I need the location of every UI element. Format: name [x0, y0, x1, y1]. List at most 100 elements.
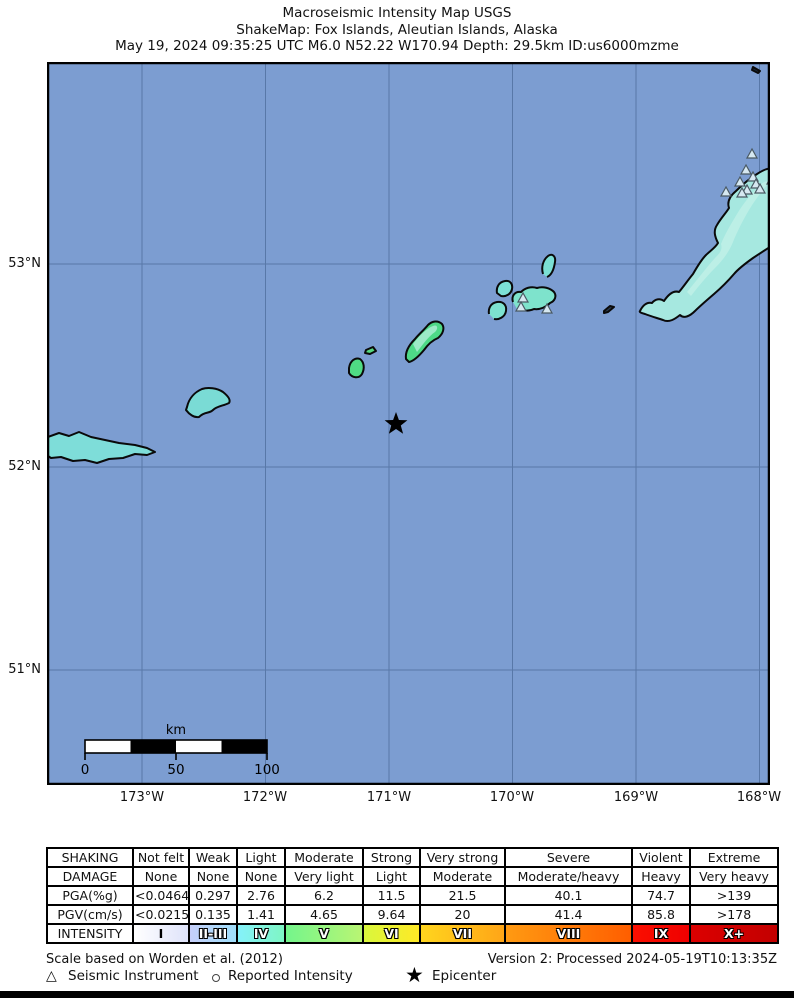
lon-label-170w: 170°W	[489, 790, 535, 805]
table-cell: 2.76	[236, 885, 286, 906]
table-cell: 11.5	[362, 885, 421, 906]
seismic-instrument-icon	[733, 175, 747, 187]
row-label: INTENSITY	[46, 923, 134, 944]
island	[185, 387, 231, 419]
map-frame	[46, 61, 771, 786]
table-cell: None	[188, 866, 238, 887]
map-title-block: Macroseismic Intensity Map USGS ShakeMap…	[0, 5, 794, 55]
intensity-cell: I	[132, 923, 190, 944]
intensity-legend-table: SHAKING Not felt Weak Light Moderate Str…	[46, 847, 779, 944]
event-summary: May 19, 2024 09:35:25 UTC M6.0 N52.22 W1…	[115, 38, 679, 54]
lon-label-172w: 172°W	[242, 790, 288, 805]
table-cell: Light	[362, 866, 421, 887]
intensity-cell: V	[284, 923, 364, 944]
table-cell: Very heavy	[689, 866, 779, 887]
lon-label-168w: 168°W	[736, 790, 782, 805]
seismic-instrument-icon	[514, 300, 528, 312]
table-cell: Moderate/heavy	[504, 866, 633, 887]
table-cell: Extreme	[689, 847, 779, 868]
island	[541, 253, 557, 278]
legend-label-epicenter: Epicenter	[432, 968, 497, 984]
table-cell: >178	[689, 904, 779, 925]
island	[751, 66, 761, 74]
table-cell: >139	[689, 885, 779, 906]
island	[603, 305, 615, 314]
version-note: Version 2: Processed 2024-05-19T10:13:35…	[487, 952, 777, 967]
intensity-cell: VIII	[504, 923, 633, 944]
epicenter-icon: ★	[405, 963, 424, 987]
scale-tick-0: 0	[81, 762, 90, 778]
scale-note: Scale based on Worden et al. (2012)	[46, 952, 283, 967]
row-label: DAMAGE	[46, 866, 134, 887]
terrain-shading	[413, 181, 769, 352]
seismic-instrument-icon	[516, 291, 530, 303]
island	[495, 279, 514, 298]
table-cell: Violent	[631, 847, 691, 868]
map-svg: km 0 50 100	[44, 61, 779, 786]
table-cell: 9.64	[362, 904, 421, 925]
table-row-intensity: INTENSITY I II-III IV V VI VII VIII IX X…	[46, 923, 779, 944]
seismic-instrument-icon	[745, 147, 759, 159]
intensity-cell: IV	[236, 923, 286, 944]
table-cell: 4.65	[284, 904, 364, 925]
scale-bar-unit: km	[166, 723, 186, 738]
lon-label-173w: 173°W	[119, 790, 165, 805]
shakemap-canvas: km 0 50 100	[44, 61, 779, 786]
lat-label-52n: 52°N	[8, 459, 41, 474]
legend-label-seismic: Seismic Instrument	[68, 968, 199, 984]
bottom-divider-bar	[0, 991, 794, 998]
seismic-instrument-icon	[739, 163, 753, 175]
island	[348, 357, 365, 379]
table-cell: Not felt	[132, 847, 190, 868]
island	[487, 300, 508, 321]
intensity-cell: X+	[689, 923, 779, 944]
table-cell: Light	[236, 847, 286, 868]
table-cell: 21.5	[419, 885, 506, 906]
row-label: PGV(cm/s)	[46, 904, 134, 925]
table-cell: 41.4	[504, 904, 633, 925]
table-cell: 0.135	[188, 904, 238, 925]
reported-intensity-icon	[212, 974, 220, 982]
table-cell: Strong	[362, 847, 421, 868]
table-cell: None	[132, 866, 190, 887]
table-row-damage: DAMAGE None None None Very light Light M…	[46, 866, 779, 887]
table-cell: 6.2	[284, 885, 364, 906]
intensity-cell: IX	[631, 923, 691, 944]
table-cell: 40.1	[504, 885, 633, 906]
row-label: SHAKING	[46, 847, 134, 868]
seismic-instrument-icon: △	[46, 968, 57, 984]
table-cell: Very light	[284, 866, 364, 887]
table-cell: Moderate	[419, 866, 506, 887]
seismic-instrument-icon	[735, 186, 749, 198]
table-cell: 85.8	[631, 904, 691, 925]
scale-tick-50: 50	[167, 762, 184, 778]
page-title: Macroseismic Intensity Map USGS	[282, 5, 512, 21]
table-cell: Severe	[504, 847, 633, 868]
table-cell: 1.41	[236, 904, 286, 925]
table-cell: Very strong	[419, 847, 506, 868]
table-cell: <0.0464	[132, 885, 190, 906]
table-cell: Moderate	[284, 847, 364, 868]
island	[638, 167, 774, 323]
table-row-shaking: SHAKING Not felt Weak Light Moderate Str…	[46, 847, 779, 868]
table-cell: None	[236, 866, 286, 887]
table-cell: Heavy	[631, 866, 691, 887]
table-cell: 0.297	[188, 885, 238, 906]
intensity-cell: VI	[362, 923, 421, 944]
page-subtitle: ShakeMap: Fox Islands, Aleutian Islands,…	[236, 21, 558, 38]
lat-label-51n: 51°N	[8, 662, 41, 677]
lon-label-171w: 171°W	[366, 790, 412, 805]
table-cell: Weak	[188, 847, 238, 868]
table-cell: 74.7	[631, 885, 691, 906]
row-label: PGA(%g)	[46, 885, 134, 906]
scale-bar: km 0 50 100	[81, 723, 280, 778]
epicenter-star	[384, 412, 408, 434]
table-row-pgv: PGV(cm/s) <0.0215 0.135 1.41 4.65 9.64 2…	[46, 904, 779, 925]
island	[44, 431, 156, 464]
seismic-instrument-icon	[753, 182, 767, 194]
island	[364, 346, 377, 355]
lat-label-53n: 53°N	[8, 256, 41, 271]
seismic-instrument-icon	[540, 302, 554, 314]
scale-tick-100: 100	[254, 762, 280, 778]
ocean	[47, 62, 770, 785]
